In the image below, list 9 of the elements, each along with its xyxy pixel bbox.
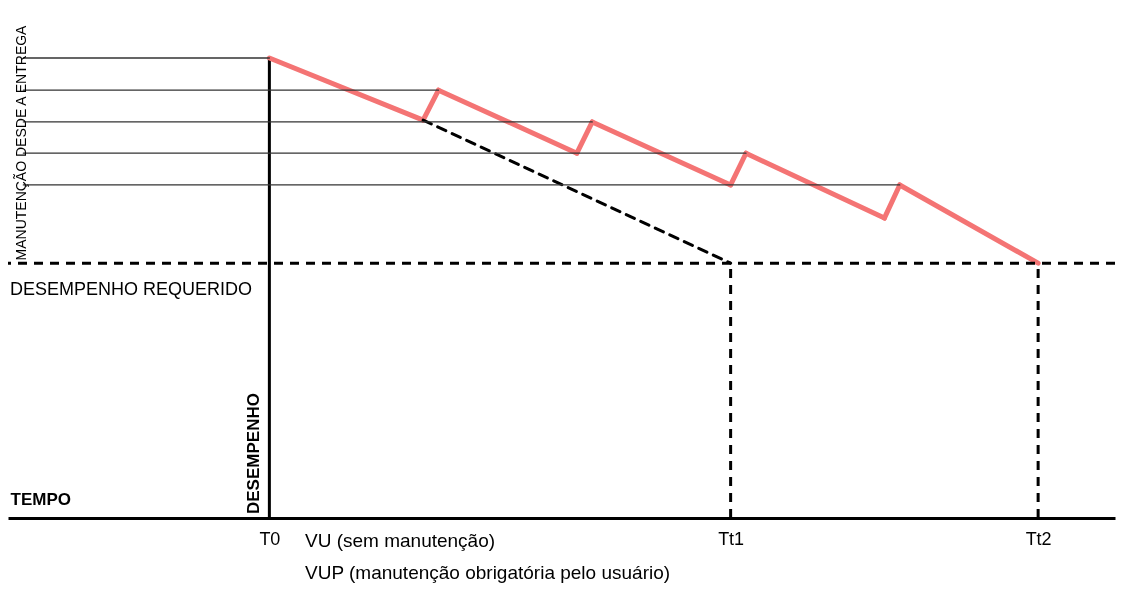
annotation: MANUTENÇÃO DESDE A ENTREGA	[13, 24, 29, 261]
x-tick-label: Tt1	[718, 528, 745, 549]
x-tick-label: Tt2	[1025, 528, 1052, 549]
x-tick-label: T0	[259, 528, 281, 549]
text: VUP (manutenção obrigatória pelo usuário)	[305, 562, 671, 583]
ref-line-label: DESEMPENHO REQUERIDO	[10, 279, 253, 300]
x-axis-title: TEMPO	[10, 489, 71, 509]
y-axis-title: DESEMPENHO	[244, 393, 264, 514]
text: VU (sem manutenção)	[305, 530, 496, 551]
